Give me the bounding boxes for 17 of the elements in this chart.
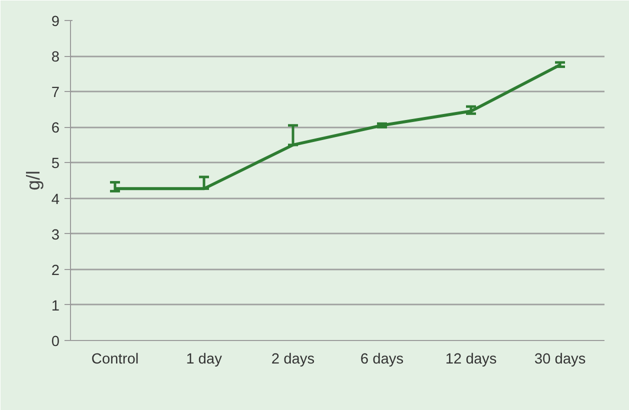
x-tick-label: 12 days: [445, 352, 497, 368]
x-tick-label: 6 days: [360, 352, 404, 368]
y-axis-title: g/l: [22, 170, 44, 190]
x-tick-label: 1 day: [186, 352, 223, 368]
x-tick-label: 30 days: [534, 352, 586, 368]
y-tick-label: 5: [51, 156, 60, 172]
y-tick-label: 6: [51, 120, 60, 137]
y-tick-label: 2: [51, 262, 60, 279]
y-tick-label: 9: [51, 14, 60, 30]
x-tick-label: Control: [91, 352, 139, 368]
y-tick-label: 3: [51, 227, 60, 244]
y-tick-label: 4: [51, 192, 60, 208]
y-tick-label: 0: [51, 334, 60, 350]
y-tick-label: 8: [51, 50, 60, 66]
y-tick-label: 7: [51, 85, 60, 102]
x-tick-label: 2 days: [271, 352, 315, 368]
y-tick-label: 1: [51, 298, 60, 314]
